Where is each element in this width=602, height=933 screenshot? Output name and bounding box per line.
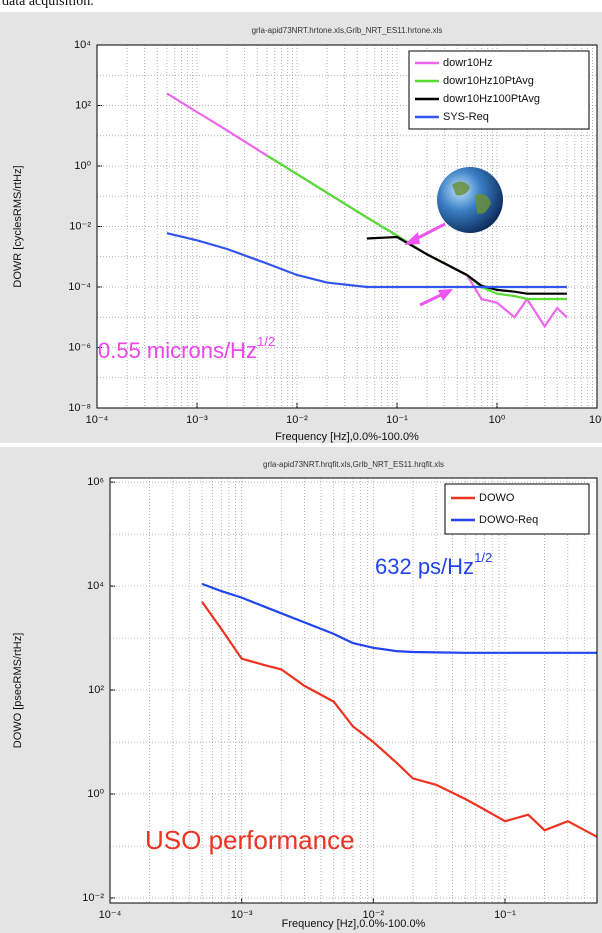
series-line (166, 232, 567, 289)
plot-frame (96, 44, 598, 409)
y-tick-label: 10⁶ (87, 476, 104, 488)
series-line (201, 601, 598, 838)
x-tick-label: 10⁻⁴ (99, 909, 122, 921)
x-axis-label: Frequency [Hz],0.0%-100.0% (275, 431, 419, 443)
y-tick-label: 10⁻² (69, 220, 91, 232)
annotation: 632 ps/Hz1/2 (375, 551, 492, 579)
top-text: data acquisition. (2, 0, 94, 9)
y-tick-label: 10² (88, 684, 104, 696)
x-tick-label: 10⁻² (286, 414, 308, 426)
y-tick-label: 10² (75, 99, 91, 111)
y-axis-label: DOWR [cyclesRMS/rtHz] (12, 165, 24, 287)
series-line (201, 582, 597, 654)
plot-area (110, 478, 597, 903)
legend-label: SYS-Req (443, 111, 489, 123)
y-tick-label: 10⁴ (74, 39, 91, 51)
y-tick-label: 10⁰ (87, 788, 104, 800)
x-tick-label: 10⁰ (489, 414, 506, 426)
x-tick-label: 10⁻³ (186, 414, 208, 426)
annotation: USO performance (145, 825, 355, 855)
x-axis-label: Frequency [Hz],0.0%-100.0% (282, 918, 426, 930)
y-tick-label: 10⁻² (82, 892, 104, 904)
x-tick-label: 10⁻¹ (386, 414, 408, 426)
x-tick-label: 10¹ (589, 414, 602, 426)
y-tick-label: 10⁰ (74, 160, 91, 172)
annotation: 0.55 microns/Hz1/2 (98, 335, 275, 363)
x-tick-label: 10⁻² (362, 909, 384, 921)
annotation-text: USO performance (145, 825, 355, 855)
earth-icon (404, 167, 503, 307)
y-tick-label: 10⁻⁴ (68, 281, 91, 293)
legend-label: DOWO-Req (479, 514, 538, 526)
series-line (366, 235, 567, 295)
annotation-text: 632 ps/Hz (375, 554, 474, 579)
legend-label: DOWO (479, 492, 515, 504)
legend-label: dowr10Hz100PtAvg (443, 93, 540, 105)
x-tick-label: 10⁻³ (231, 909, 253, 921)
chart-title: grla-apid73NRT.hrqfit.xls,Grlb_NRT_ES11.… (263, 460, 444, 469)
y-axis-label: DOWO [psecRMS/rtHz] (12, 633, 24, 749)
y-tick-label: 10⁻⁸ (68, 402, 91, 414)
charts: grla-apid73NRT.hrtone.xls,Grlb_NRT_ES11.… (12, 26, 602, 930)
plot-frame (109, 477, 598, 904)
x-tick-label: 10⁻⁴ (86, 414, 109, 426)
legend-label: dowr10Hz10PtAvg (443, 75, 534, 87)
annotation-text: 0.55 microns/Hz (98, 338, 257, 363)
y-tick-label: 10⁻⁶ (68, 341, 91, 353)
legend-label: dowr10Hz (443, 57, 493, 69)
annotation-superscript: 1/2 (257, 335, 275, 350)
annotation-superscript: 1/2 (474, 551, 492, 566)
chart-title: grla-apid73NRT.hrtone.xls,Grlb_NRT_ES11.… (252, 26, 443, 35)
x-tick-label: 10⁻¹ (494, 909, 516, 921)
legend-box (444, 483, 590, 535)
y-tick-label: 10⁴ (87, 580, 104, 592)
